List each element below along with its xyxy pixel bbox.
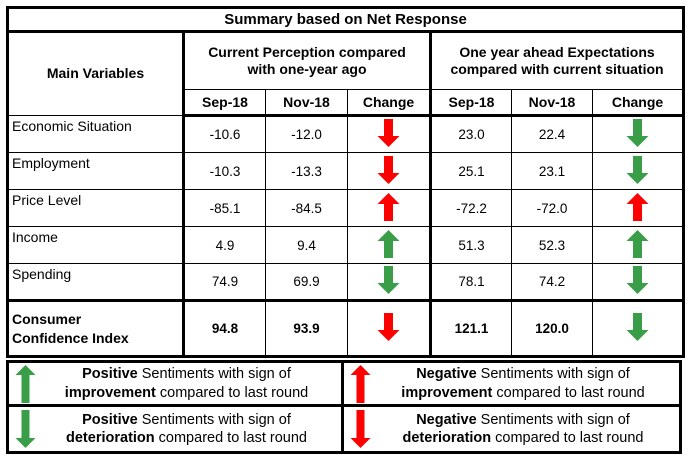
legend-label: Positive Sentiments with sign of improve… xyxy=(64,366,309,401)
ex-sep-value: 51.3 xyxy=(430,226,512,264)
row-label: Income xyxy=(7,226,185,264)
cp-change-arrow-icon xyxy=(377,155,400,184)
ex-change-arrow-icon xyxy=(626,155,649,184)
group-header-one-year-ahead: One year ahead Expectations compared wit… xyxy=(429,31,685,90)
green-down-arrow-icon xyxy=(15,410,36,448)
table-title: Summary based on Net Response xyxy=(6,7,685,33)
red-down-arrow-icon xyxy=(350,410,371,448)
legend-label: Negative Sentiments with sign of improve… xyxy=(401,366,645,401)
corner-header: Main Variables xyxy=(7,31,185,116)
cp-change-arrow-icon xyxy=(377,192,400,221)
group-header-current-perception: Current Perception compared with one-yea… xyxy=(183,31,432,90)
ex-sep-value: 23.0 xyxy=(430,115,512,153)
row-label: Economic Situation xyxy=(7,115,185,153)
cp-nov-value: 93.9 xyxy=(265,299,348,357)
cp-sep-value: -10.3 xyxy=(183,152,266,190)
cp-change-arrow-icon xyxy=(377,229,400,258)
row-label: Spending xyxy=(7,263,185,301)
subheader-ex-nov18: Nov-18 xyxy=(511,89,593,117)
legend-item-negative-deterioration: Negative Sentiments with sign of deterio… xyxy=(344,407,679,451)
subheader-ex-change: Change xyxy=(591,89,685,117)
table-row: Economic Situation -10.6 -12.0 23.0 22.4 xyxy=(7,115,685,153)
ex-change-arrow-icon xyxy=(626,192,649,221)
ex-nov-value: 74.2 xyxy=(511,263,593,301)
red-up-arrow-icon xyxy=(350,364,371,403)
ex-nov-value: 23.1 xyxy=(511,152,593,190)
table-row: Price Level -85.1 -84.5 -72.2 -72.0 xyxy=(7,189,685,227)
ex-nov-value: 120.0 xyxy=(511,299,593,357)
subheader-ex-sep18: Sep-18 xyxy=(430,89,512,117)
row-label: Consumer Confidence Index xyxy=(7,299,185,357)
green-up-arrow-icon xyxy=(15,364,36,403)
ex-change-arrow-icon xyxy=(626,313,649,341)
ex-sep-value: -72.2 xyxy=(430,189,512,227)
table-row: Income 4.9 9.4 51.3 52.3 xyxy=(7,226,685,264)
legend: Positive Sentiments with sign of improve… xyxy=(6,360,682,454)
legend-item-positive-improvement: Positive Sentiments with sign of improve… xyxy=(9,363,344,407)
cp-nov-value: -84.5 xyxy=(265,189,348,227)
cp-sep-value: -10.6 xyxy=(183,115,266,153)
subheader-cp-nov18: Nov-18 xyxy=(265,89,348,117)
net-response-table: Summary based on Net Response Main Varia… xyxy=(6,6,686,358)
cp-change-arrow-icon xyxy=(377,266,400,294)
cp-nov-value: -13.3 xyxy=(265,152,348,190)
ex-sep-value: 121.1 xyxy=(430,299,512,357)
legend-label: Positive Sentiments with sign of deterio… xyxy=(66,411,307,446)
ex-change-arrow-icon xyxy=(626,229,649,258)
ex-change-arrow-icon xyxy=(626,266,649,294)
cp-sep-value: 94.8 xyxy=(183,299,266,357)
cp-nov-value: -12.0 xyxy=(265,115,348,153)
ex-nov-value: -72.0 xyxy=(511,189,593,227)
cp-nov-value: 9.4 xyxy=(265,226,348,264)
cp-change-arrow-icon xyxy=(377,313,400,341)
cp-change-arrow-icon xyxy=(377,119,400,147)
legend-item-positive-deterioration: Positive Sentiments with sign of deterio… xyxy=(9,407,344,451)
ex-sep-value: 78.1 xyxy=(430,263,512,301)
cp-sep-value: -85.1 xyxy=(183,189,266,227)
legend-item-negative-improvement: Negative Sentiments with sign of improve… xyxy=(344,363,679,407)
subheader-cp-change: Change xyxy=(347,89,432,117)
table-row: Employment -10.3 -13.3 25.1 23.1 xyxy=(7,152,685,190)
table-row: Spending 74.9 69.9 78.1 74.2 xyxy=(7,263,685,301)
consumer-confidence-index-row: Consumer Confidence Index 94.8 93.9 121.… xyxy=(7,299,685,357)
summary-sheet: Summary based on Net Response Main Varia… xyxy=(6,6,686,454)
cp-sep-value: 4.9 xyxy=(183,226,266,264)
subheader-cp-sep18: Sep-18 xyxy=(183,89,266,117)
row-label: Price Level xyxy=(7,189,185,227)
row-label: Employment xyxy=(7,152,185,190)
legend-label: Negative Sentiments with sign of deterio… xyxy=(402,411,644,446)
ex-change-arrow-icon xyxy=(626,119,649,147)
cp-sep-value: 74.9 xyxy=(183,263,266,301)
ex-sep-value: 25.1 xyxy=(430,152,512,190)
ex-nov-value: 52.3 xyxy=(511,226,593,264)
ex-nov-value: 22.4 xyxy=(511,115,593,153)
cp-nov-value: 69.9 xyxy=(265,263,348,301)
